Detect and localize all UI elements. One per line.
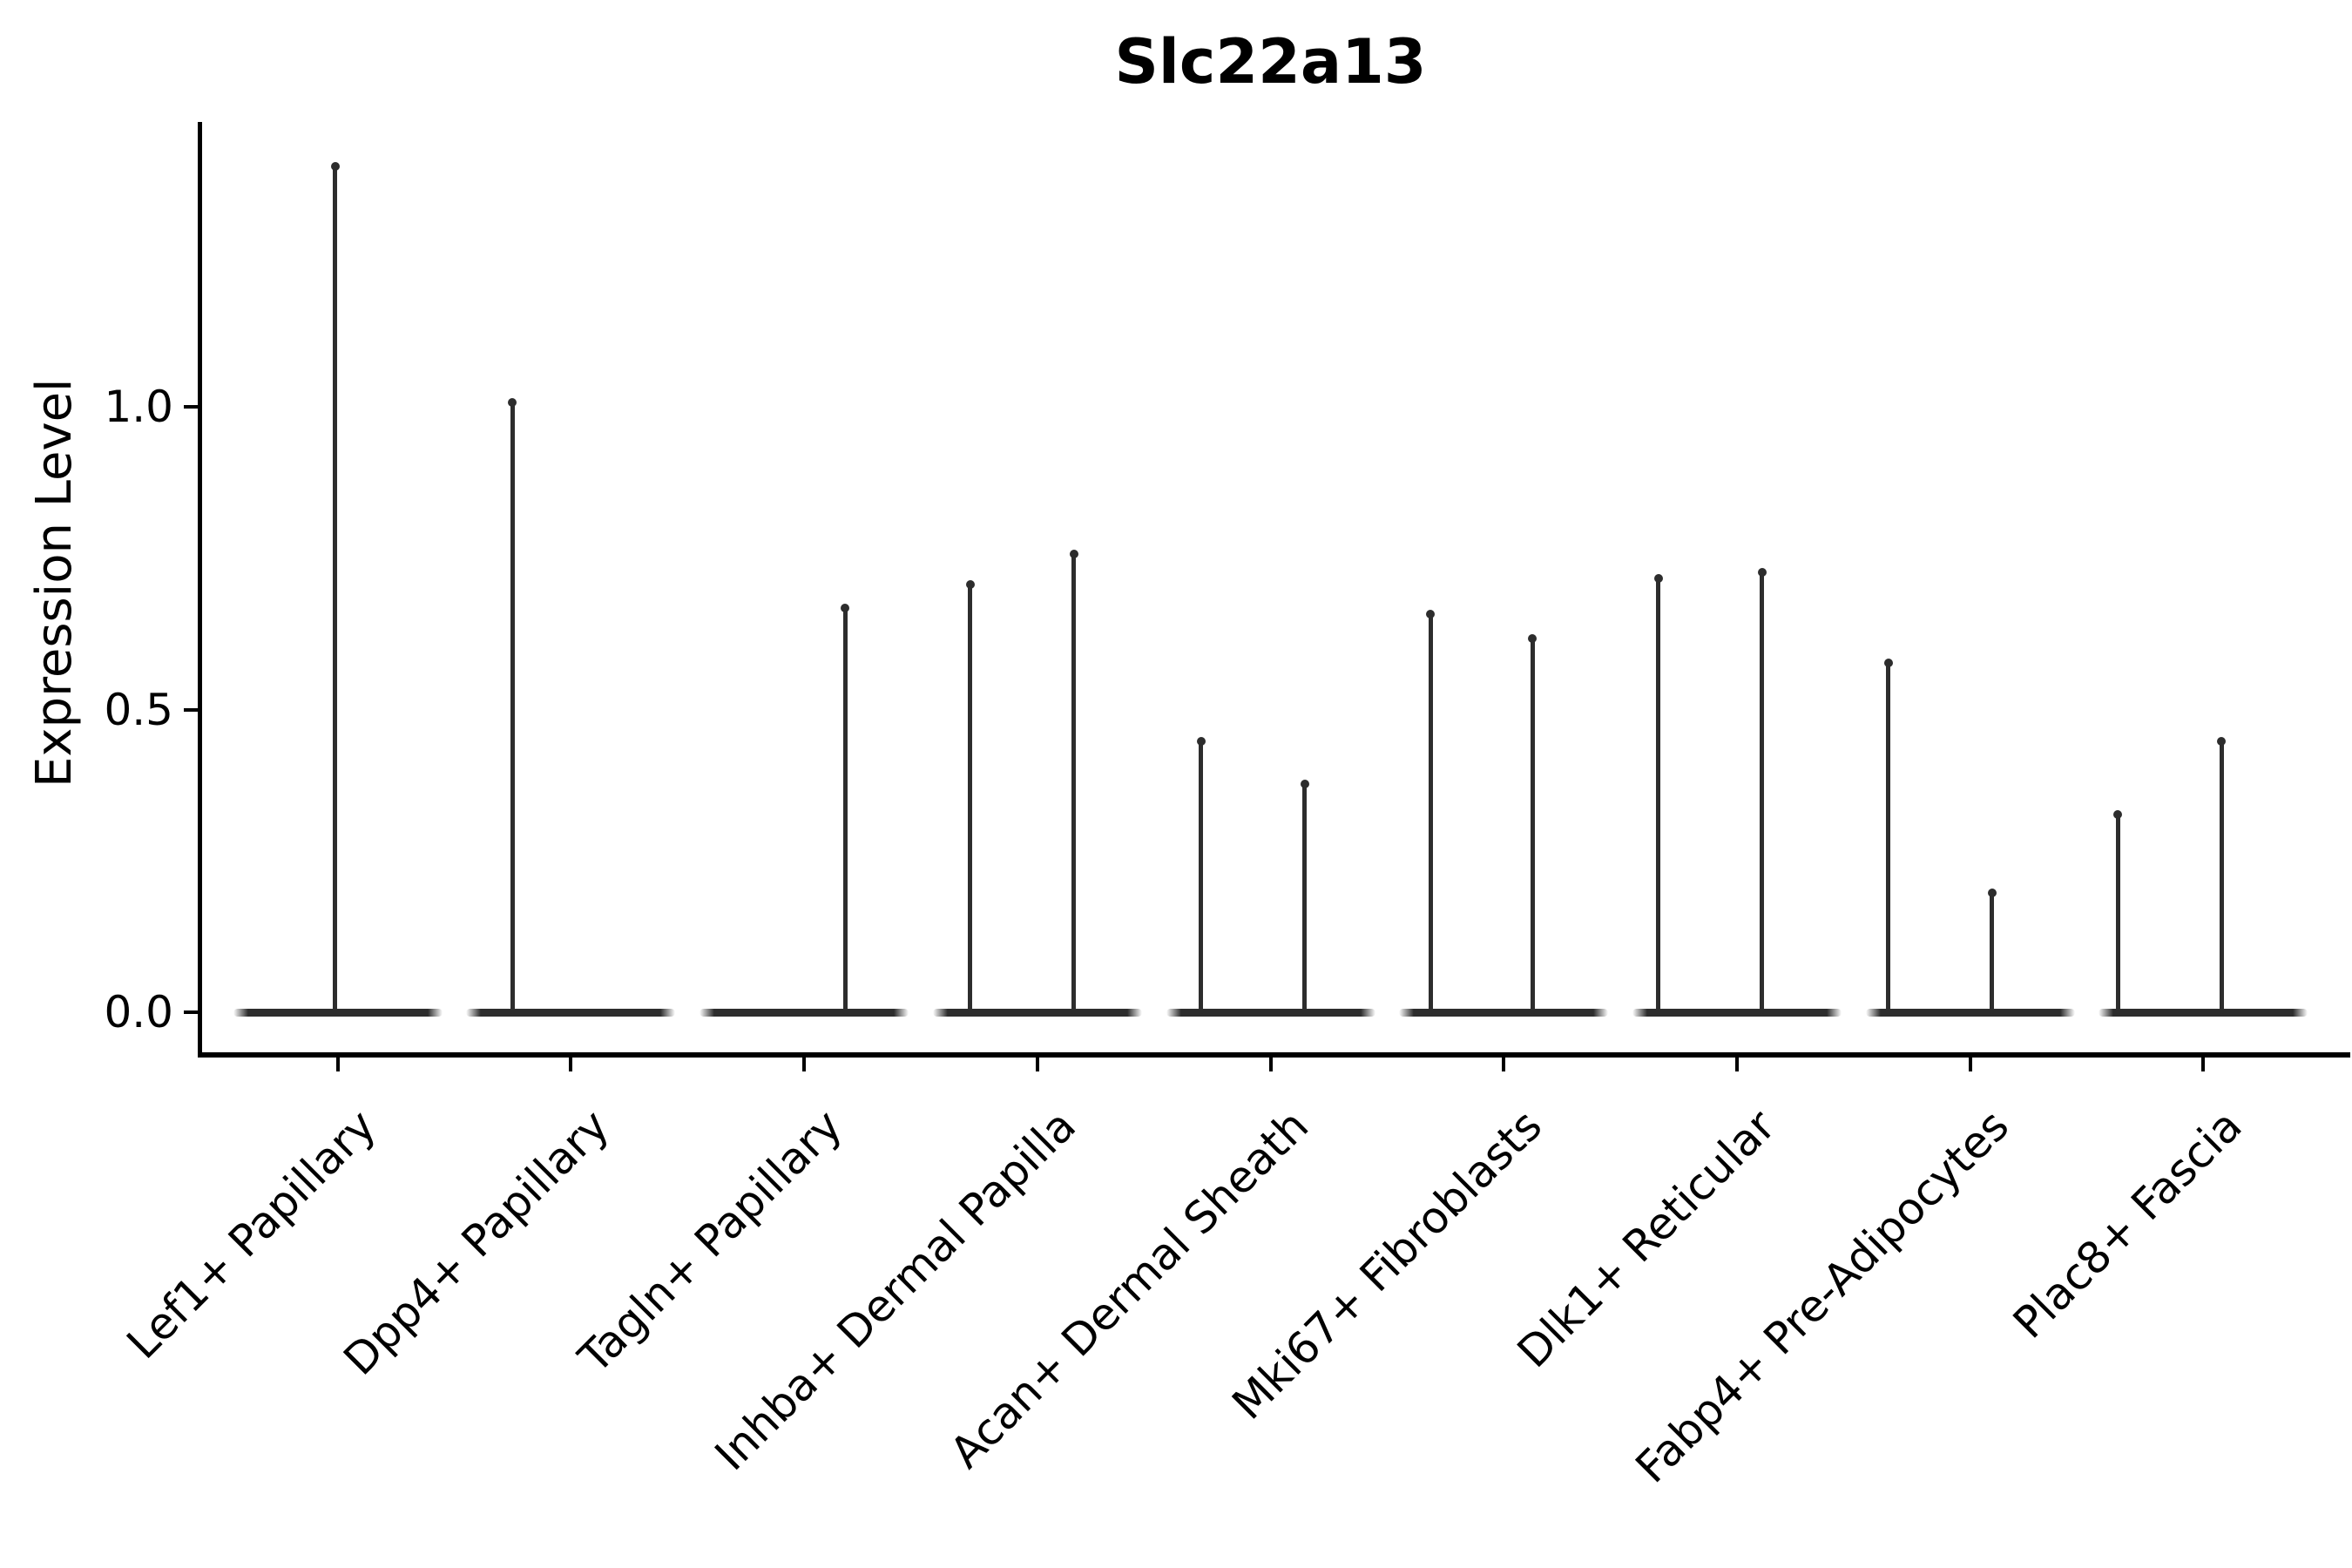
x-tick-mark <box>1734 1058 1739 1071</box>
violin-base <box>2099 1009 2308 1017</box>
y-tick-mark <box>184 1010 198 1014</box>
violin-spike <box>2115 812 2120 1014</box>
violin-spike-cap <box>841 604 850 613</box>
chart-title: Slc22a13 <box>1114 26 1427 98</box>
violin-spike <box>333 165 338 1014</box>
x-tick-label: Fabp4+ Pre-Adipocytes <box>1625 1100 2018 1493</box>
y-tick-label: 0.0 <box>104 987 173 1037</box>
violin-base <box>700 1009 909 1017</box>
violin-spike <box>1886 660 1891 1014</box>
violin-spike-cap <box>1528 634 1538 644</box>
violin-spike <box>1530 637 1535 1014</box>
violin-spike <box>510 401 515 1014</box>
violin-spike-cap <box>1757 567 1767 577</box>
violin-spike-cap <box>1069 549 1078 558</box>
violin-base <box>1399 1009 1609 1017</box>
x-tick-label: Plac8+ Fascia <box>2003 1100 2252 1348</box>
x-tick-mark <box>802 1058 807 1071</box>
violin-spike <box>842 606 848 1014</box>
violin-spike-cap <box>330 162 340 171</box>
x-tick-label: Dlk1+ Reticular <box>1507 1100 1785 1378</box>
x-tick-mark <box>2201 1058 2206 1071</box>
violin-spike <box>1760 570 1765 1014</box>
violin-base <box>932 1009 1142 1017</box>
y-tick-label: 1.0 <box>104 382 173 432</box>
y-axis-spine <box>198 122 202 1057</box>
violin-spike-cap <box>965 579 975 589</box>
violin-spike <box>2219 740 2224 1014</box>
violin-spike-cap <box>1883 658 1893 667</box>
violin-spike-cap <box>1300 779 1309 788</box>
violin-spike-cap <box>2113 809 2123 819</box>
violin-spike-cap <box>1426 610 1436 619</box>
violin-spike <box>1071 551 1077 1014</box>
y-tick-label: 0.5 <box>104 684 173 735</box>
violin-base <box>466 1009 676 1017</box>
x-tick-mark <box>1502 1058 1506 1071</box>
violin-spike <box>1428 612 1433 1014</box>
violin-spike-cap <box>1653 573 1663 583</box>
violin-spike <box>1656 576 1661 1014</box>
violin-base <box>233 1009 443 1017</box>
violin-base <box>1865 1009 2075 1017</box>
x-tick-mark <box>335 1058 340 1071</box>
violin-spike <box>1990 891 1995 1014</box>
violin-spike-cap <box>508 398 517 408</box>
violin-spike-cap <box>2217 737 2227 747</box>
x-tick-label: Lef1+ Papillary <box>117 1100 386 1369</box>
violin-spike <box>1199 740 1203 1014</box>
violin-base <box>1166 1009 1375 1017</box>
x-tick-mark <box>1268 1058 1273 1071</box>
violin-spike-cap <box>1196 737 1206 747</box>
y-tick-mark <box>184 707 198 712</box>
x-tick-mark <box>1035 1058 1039 1071</box>
x-tick-mark <box>569 1058 573 1071</box>
violin-base <box>1632 1009 1842 1017</box>
x-axis-spine <box>198 1052 2350 1058</box>
x-tick-mark <box>1968 1058 1972 1071</box>
violin-spike <box>968 582 973 1014</box>
violin-spike <box>1302 781 1307 1014</box>
violin-spike-cap <box>1987 889 1997 897</box>
y-tick-mark <box>184 405 198 409</box>
